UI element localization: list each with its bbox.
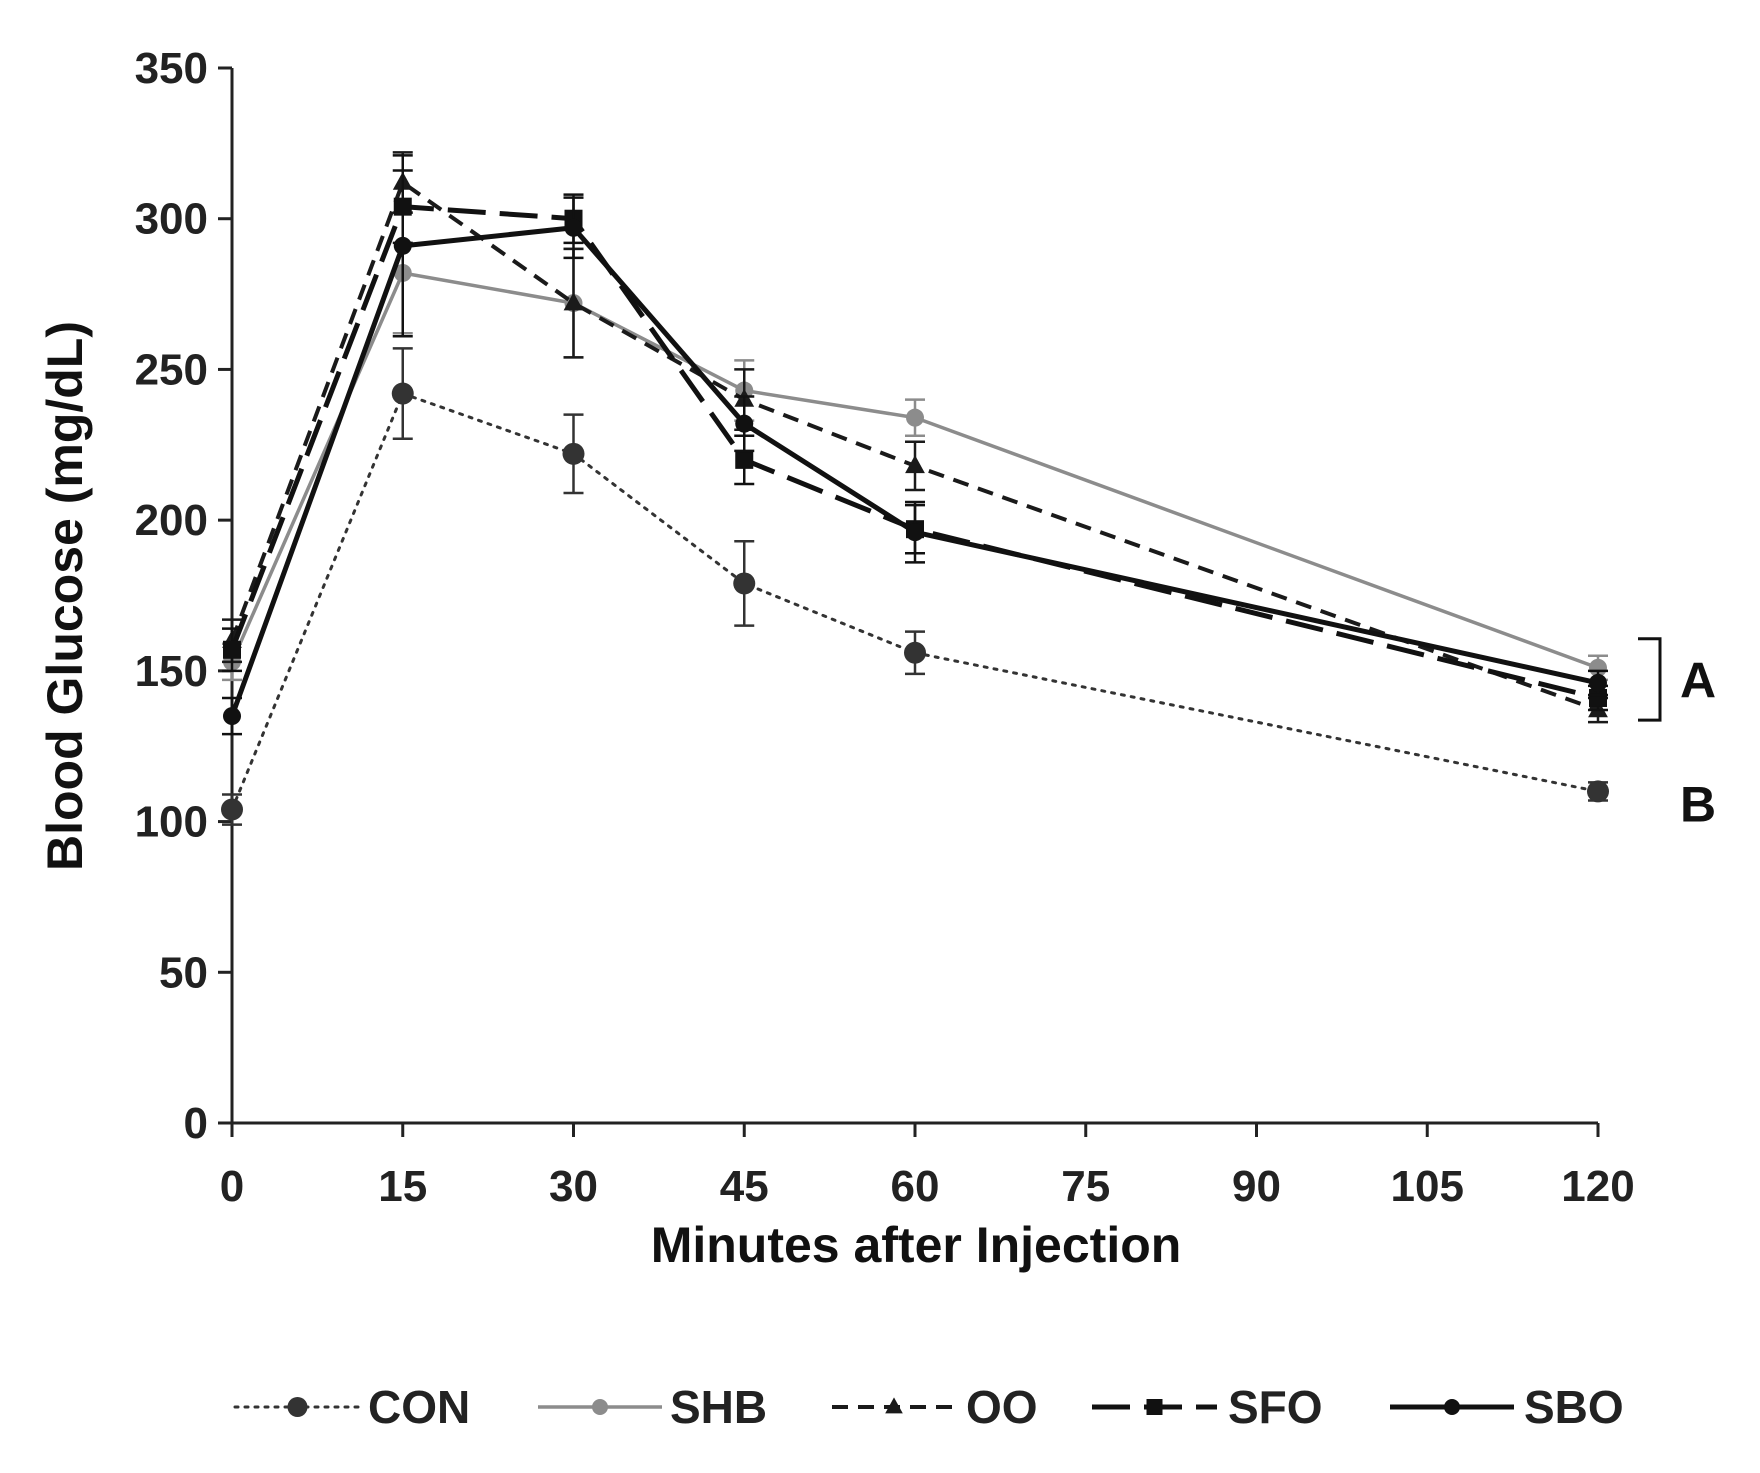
x-tick-label: 90 — [1232, 1162, 1281, 1211]
y-tick-label: 350 — [135, 44, 208, 93]
x-tick-label: 30 — [549, 1162, 598, 1211]
legend-marker-sbo — [1444, 1399, 1460, 1415]
x-tick-label: 60 — [891, 1162, 940, 1211]
data-point-con — [904, 641, 926, 664]
legend-item-oo: OO — [832, 1381, 1038, 1433]
data-point-sbo — [223, 707, 241, 726]
x-ticks: 0 15 30 45 60 75 90 105 120 — [220, 1123, 1635, 1211]
legend-label-shb: SHB — [670, 1381, 767, 1433]
series-line-sfo — [229, 204, 1599, 701]
data-point-con — [391, 382, 414, 405]
series-layer — [221, 151, 1609, 826]
y-tick-label: 200 — [135, 496, 208, 545]
legend-label-sbo: SBO — [1524, 1381, 1624, 1433]
data-point-sfo — [223, 640, 241, 659]
data-point-shb — [906, 408, 924, 427]
data-point-oo — [905, 455, 925, 474]
group-bracket-a — [1638, 637, 1662, 722]
y-tick-label: 50 — [159, 948, 208, 997]
series-line-oo — [230, 180, 1599, 712]
axes — [230, 68, 1598, 1125]
y-tick-label: 100 — [135, 798, 208, 847]
series-sbo — [222, 154, 1608, 736]
legend-marker-shb — [592, 1399, 608, 1415]
legend-marker-con — [287, 1397, 308, 1417]
y-ticks: 0 50 100 150 200 250 300 350 — [135, 44, 232, 1148]
data-point-con — [733, 572, 756, 595]
series-sfo — [222, 169, 1608, 712]
x-tick-label: 75 — [1061, 1162, 1110, 1211]
x-tick-label: 15 — [378, 1162, 427, 1211]
x-tick-label: 45 — [720, 1162, 769, 1211]
series-con — [221, 347, 1609, 826]
data-point-shb — [1589, 658, 1607, 677]
y-axis-title: Blood Glucose (mg/dL) — [37, 321, 93, 871]
legend-item-sbo: SBO — [1390, 1381, 1624, 1433]
legend-marker-oo — [885, 1397, 903, 1414]
legend-marker-sfo — [1146, 1399, 1163, 1415]
y-tick-label: 150 — [135, 647, 208, 696]
data-point-sbo — [735, 414, 754, 433]
data-point-sfo — [735, 450, 754, 469]
data-point-sbo — [564, 218, 583, 237]
annotations: AB — [1638, 637, 1716, 832]
data-point-sbo — [393, 236, 412, 255]
y-tick-label: 300 — [135, 195, 208, 244]
legend-label-sfo: SFO — [1228, 1381, 1323, 1433]
y-tick-label: 0 — [184, 1099, 208, 1148]
data-point-oo — [563, 292, 584, 311]
x-tick-label: 0 — [220, 1162, 244, 1211]
series-line-shb — [230, 271, 1599, 670]
legend: CON SHB OO SFO SBO — [233, 1381, 1624, 1433]
data-point-sfo — [1589, 688, 1607, 707]
legend-item-sfo: SFO — [1092, 1381, 1323, 1433]
data-point-con — [221, 798, 243, 821]
data-point-sbo — [906, 523, 924, 542]
group-label-b: B — [1680, 776, 1716, 832]
x-tick-label: 105 — [1391, 1162, 1464, 1211]
group-label-a: A — [1680, 652, 1716, 708]
legend-label-con: CON — [368, 1381, 470, 1433]
data-point-con — [562, 442, 585, 465]
y-tick-label: 250 — [135, 345, 208, 394]
x-tick-label: 120 — [1561, 1162, 1634, 1211]
legend-item-shb: SHB — [538, 1381, 767, 1433]
data-point-sbo — [1589, 673, 1607, 692]
series-line-sbo — [229, 225, 1599, 717]
x-axis-title: Minutes after Injection — [651, 1217, 1182, 1273]
data-point-con — [1587, 780, 1609, 803]
legend-item-con: CON — [233, 1381, 470, 1433]
legend-label-oo: OO — [966, 1381, 1038, 1433]
